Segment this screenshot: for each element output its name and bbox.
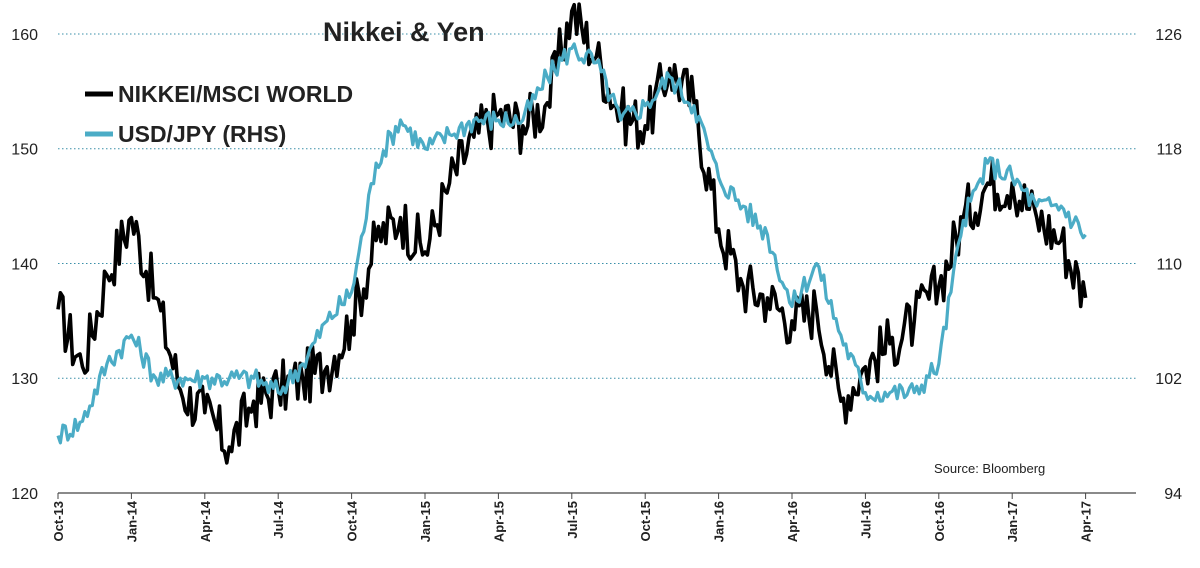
left-y-tick-label: 130 [11, 371, 38, 388]
x-tick-label: Oct-14 [345, 500, 360, 541]
right-y-tick-label: 94 [1164, 486, 1182, 503]
series-layer [56, 2, 1088, 465]
x-tick-label: Jan-17 [1005, 501, 1020, 542]
x-tick-label: Apr-16 [785, 501, 800, 542]
x-tick-label: Jul-14 [271, 500, 286, 538]
x-tick-label: Apr-15 [491, 501, 506, 542]
x-tick-label: Jan-15 [418, 501, 433, 542]
x-tick-label: Oct-16 [932, 501, 947, 541]
x-tick-label: Oct-13 [51, 501, 66, 541]
x-tick-label: Jul-16 [858, 501, 873, 539]
x-axis: Oct-13 Jan-14 Apr-14 Jul-14 Oct-14 Jan-15 Apr-… [51, 493, 1094, 542]
series-line-nikkei [56, 2, 1088, 465]
right-y-tick-label: 102 [1155, 371, 1182, 388]
x-tick-label: Apr-14 [198, 500, 213, 542]
right-y-tick-label: 126 [1155, 27, 1182, 44]
x-tick-label: Apr-17 [1079, 501, 1094, 542]
right-y-tick-label: 118 [1156, 142, 1182, 159]
series-line-usdjpy [56, 42, 1087, 445]
legend-label-usdjpy: USD/JPY (RHS) [118, 121, 286, 147]
x-tick-label: Jan-14 [124, 500, 139, 542]
left-y-tick-label: 120 [11, 486, 38, 503]
left-y-axis: 120 130 140 150 160 [11, 27, 38, 503]
chart-title: Nikkei & Yen [323, 17, 485, 47]
legend-label-nikkei: NIKKEI/MSCI WORLD [118, 81, 353, 107]
x-tick-label: Jul-15 [565, 501, 580, 539]
left-y-tick-label: 140 [11, 256, 38, 273]
x-tick-label: Oct-15 [638, 501, 653, 541]
left-y-tick-label: 160 [11, 27, 38, 44]
right-y-tick-label: 110 [1156, 256, 1182, 273]
source-note: Source: Bloomberg [934, 461, 1045, 476]
right-y-axis: 94 102 110 118 126 [1155, 27, 1182, 503]
x-tick-label: Jan-16 [712, 501, 727, 542]
left-y-tick-label: 150 [11, 142, 38, 159]
